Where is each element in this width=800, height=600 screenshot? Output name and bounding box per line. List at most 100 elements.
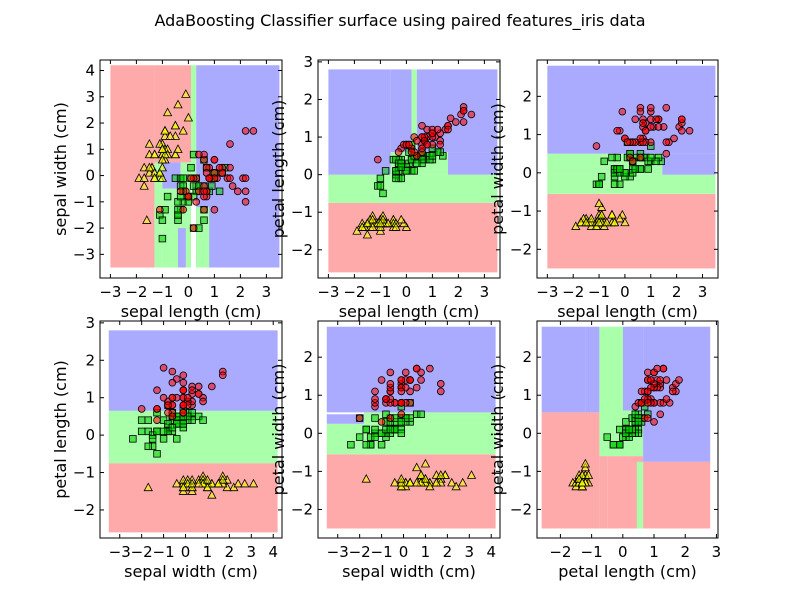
data-point-class0 bbox=[187, 478, 197, 488]
data-point-class2 bbox=[179, 386, 188, 395]
data-point-class2 bbox=[418, 121, 426, 130]
data-point-class2 bbox=[685, 126, 694, 135]
x-tick-label: 3 bbox=[262, 283, 272, 301]
x-tick-label: 0 bbox=[618, 543, 628, 561]
data-point-class2 bbox=[636, 153, 645, 162]
data-point-class0 bbox=[581, 217, 591, 227]
data-point-class1 bbox=[609, 441, 618, 449]
data-point-class2 bbox=[241, 127, 250, 135]
data-point-class2 bbox=[199, 397, 207, 406]
x-tick-label: −3 bbox=[536, 283, 558, 301]
data-point-class2 bbox=[426, 364, 434, 373]
data-point-class2 bbox=[249, 127, 258, 135]
data-point-class2 bbox=[200, 205, 208, 214]
x-tick-label: −2 bbox=[131, 543, 153, 561]
data-point-class1 bbox=[381, 167, 390, 175]
y-tick-label: 2 bbox=[85, 114, 95, 132]
data-point-class1 bbox=[397, 429, 406, 438]
data-point-class2 bbox=[159, 393, 168, 402]
x-tick-label: 1 bbox=[428, 283, 438, 301]
decision-region bbox=[622, 326, 644, 411]
data-point-class1 bbox=[148, 435, 157, 443]
data-point-class0 bbox=[170, 149, 181, 159]
data-point-class0 bbox=[375, 218, 386, 228]
data-point-class0 bbox=[577, 477, 587, 487]
data-point-class0 bbox=[583, 470, 594, 479]
data-point-class0 bbox=[170, 120, 181, 130]
data-point-class1 bbox=[362, 425, 370, 434]
data-point-class2 bbox=[631, 115, 640, 124]
data-point-class0 bbox=[173, 144, 183, 153]
data-point-class2 bbox=[643, 387, 652, 396]
x-axis-label: sepal width (cm) bbox=[124, 562, 258, 581]
data-point-class2 bbox=[668, 387, 677, 396]
decision-region bbox=[448, 152, 498, 175]
data-point-class2 bbox=[613, 126, 621, 135]
data-point-class1 bbox=[603, 433, 611, 441]
decision-region bbox=[196, 207, 210, 268]
data-point-class2 bbox=[451, 118, 460, 126]
data-point-class1 bbox=[159, 427, 168, 436]
data-point-class2 bbox=[444, 125, 452, 134]
data-point-class1 bbox=[188, 408, 196, 417]
data-point-class0 bbox=[194, 478, 204, 488]
y-axis-label: petal width (cm) bbox=[269, 364, 288, 496]
y-tick-label: 2 bbox=[85, 351, 95, 369]
data-point-class2 bbox=[433, 125, 442, 134]
data-point-class2 bbox=[646, 115, 655, 124]
data-point-class0 bbox=[412, 477, 422, 487]
data-point-class1 bbox=[179, 420, 188, 428]
x-tick-label: −3 bbox=[109, 543, 131, 561]
decision-region bbox=[162, 162, 181, 189]
data-point-class0 bbox=[607, 209, 617, 219]
data-point-class0 bbox=[420, 473, 431, 483]
data-point-class1 bbox=[625, 425, 633, 434]
x-axis-label: sepal width (cm) bbox=[342, 562, 476, 581]
y-tick-label: 1 bbox=[85, 389, 95, 407]
x-tick-label: 2 bbox=[672, 283, 682, 301]
data-point-class2 bbox=[373, 155, 382, 164]
data-point-class0 bbox=[157, 154, 168, 164]
data-point-class1 bbox=[173, 435, 181, 443]
data-point-class2 bbox=[412, 137, 421, 145]
y-tick-label: 1 bbox=[303, 128, 313, 146]
data-point-class2 bbox=[639, 119, 647, 127]
x-tick-label: −1 bbox=[581, 543, 603, 561]
data-point-class0 bbox=[447, 477, 457, 487]
data-point-class1 bbox=[355, 433, 364, 441]
data-point-class2 bbox=[418, 144, 426, 153]
data-point-class0 bbox=[202, 474, 213, 484]
decision-region bbox=[326, 326, 496, 413]
data-point-class2 bbox=[436, 387, 445, 396]
x-tick-label: −1 bbox=[588, 283, 610, 301]
data-point-class2 bbox=[189, 224, 198, 232]
data-point-class1 bbox=[615, 441, 624, 449]
data-point-class2 bbox=[662, 376, 671, 384]
data-point-class0 bbox=[396, 473, 406, 483]
data-point-class2 bbox=[377, 418, 386, 426]
x-axis-label: sepal length (cm) bbox=[339, 302, 480, 321]
data-point-class1 bbox=[153, 450, 161, 458]
data-point-class2 bbox=[210, 156, 219, 164]
x-tick-label: 2 bbox=[443, 543, 453, 561]
data-point-class2 bbox=[397, 376, 406, 384]
y-tick-label: −2 bbox=[510, 240, 532, 258]
y-tick-label: 0 bbox=[522, 424, 532, 442]
data-point-class1 bbox=[634, 418, 643, 426]
y-tick-label: −1 bbox=[73, 464, 95, 482]
data-point-class2 bbox=[641, 126, 650, 135]
data-point-class2 bbox=[592, 142, 601, 150]
data-point-class2 bbox=[179, 401, 188, 409]
data-point-class1 bbox=[377, 429, 386, 438]
data-point-class2 bbox=[187, 174, 195, 182]
y-tick-label: 0 bbox=[85, 426, 95, 444]
data-point-class2 bbox=[647, 376, 655, 384]
x-tick-label: −1 bbox=[153, 543, 175, 561]
data-point-class0 bbox=[580, 458, 591, 468]
data-point-class1 bbox=[600, 157, 608, 166]
data-point-class0 bbox=[144, 139, 155, 148]
data-point-class2 bbox=[188, 386, 196, 395]
x-tick-label: 1 bbox=[203, 543, 213, 561]
